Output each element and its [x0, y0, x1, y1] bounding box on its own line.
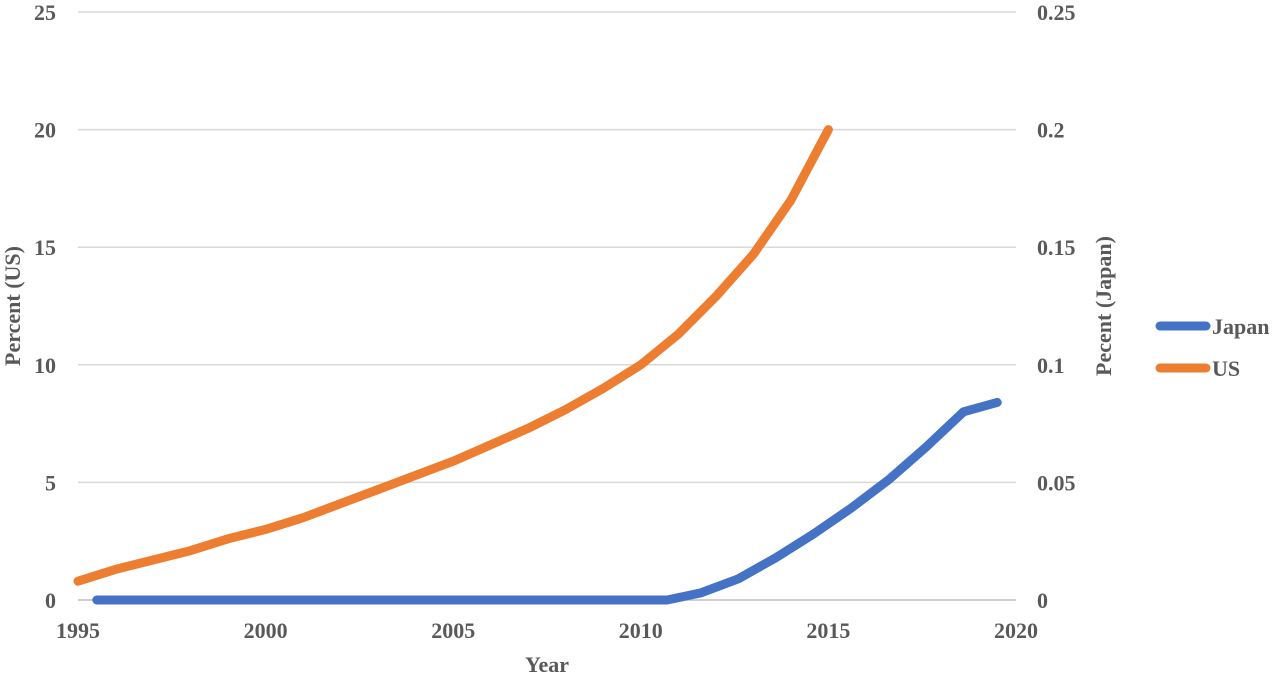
legend-label-japan: Japan [1212, 314, 1269, 339]
left-axis-title: Percent (US) [0, 246, 25, 366]
right-tick-label: 0 [1037, 588, 1048, 613]
right-tick-label: 0.15 [1037, 235, 1076, 260]
x-tick-label: 2000 [244, 618, 288, 643]
x-axis-ticks: 1995 2000 2005 2010 2015 2020 [56, 618, 1038, 643]
legend-label-us: US [1212, 356, 1240, 381]
left-tick-label: 15 [34, 235, 56, 260]
left-tick-label: 5 [45, 470, 56, 495]
right-axis-ticks: 0 0.05 0.1 0.15 0.2 0.25 [1037, 0, 1076, 613]
left-tick-label: 20 [34, 118, 56, 143]
series-lines [73, 125, 1002, 605]
left-tick-label: 10 [34, 353, 56, 378]
x-axis-title: Year [525, 652, 569, 677]
right-tick-label: 0.25 [1037, 0, 1076, 25]
x-tick-label: 2005 [431, 618, 475, 643]
x-tick-label: 2020 [994, 618, 1038, 643]
gridlines [78, 11, 1016, 601]
series-line-japan [92, 397, 1002, 605]
legend: Japan US [1155, 314, 1269, 381]
left-tick-label: 0 [45, 588, 56, 613]
right-tick-label: 0.1 [1037, 353, 1065, 378]
series-line-us [73, 125, 833, 586]
right-tick-label: 0.2 [1037, 118, 1065, 143]
x-tick-label: 1995 [56, 618, 100, 643]
left-tick-label: 25 [34, 0, 56, 25]
right-axis-title: Pecent (Japan) [1091, 236, 1116, 376]
x-tick-label: 2010 [619, 618, 663, 643]
left-axis-ticks: 0 5 10 15 20 25 [34, 0, 56, 613]
right-tick-label: 0.05 [1037, 470, 1076, 495]
x-tick-label: 2015 [806, 618, 850, 643]
